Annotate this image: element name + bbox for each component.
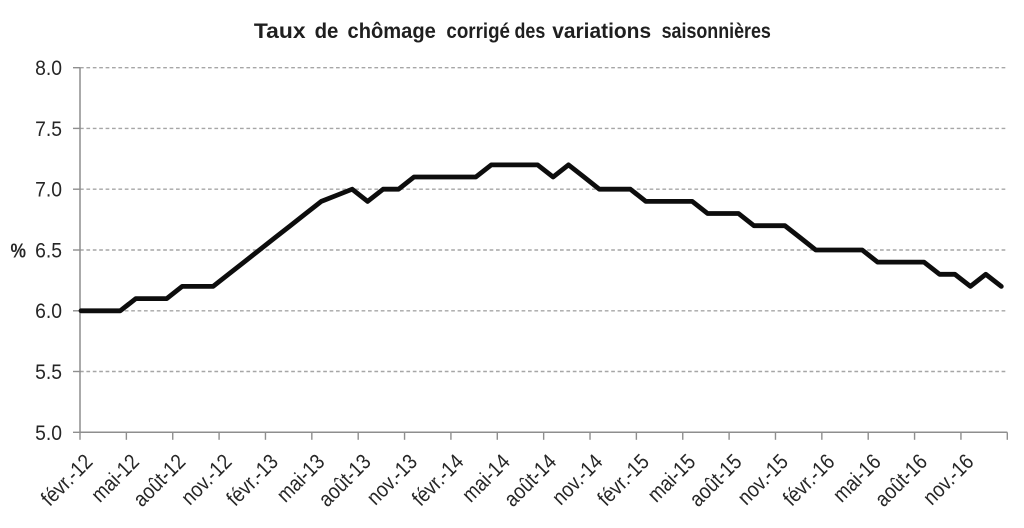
svg-text:6.5: 6.5 (35, 239, 62, 263)
svg-text:8.0: 8.0 (35, 56, 62, 80)
svg-text:5.5: 5.5 (35, 360, 62, 384)
svg-text:des: des (515, 20, 546, 44)
svg-text:chômage: chômage (348, 20, 436, 44)
svg-text:Taux: Taux (254, 19, 306, 43)
svg-text:variations: variations (552, 20, 651, 43)
svg-text:7.0: 7.0 (35, 178, 62, 202)
svg-text:de: de (315, 20, 339, 44)
svg-text:7.5: 7.5 (35, 117, 62, 141)
svg-text:%: % (11, 240, 27, 263)
svg-text:6.0: 6.0 (35, 299, 62, 323)
svg-text:saisonnières: saisonnières (662, 20, 771, 44)
svg-text:corrigé: corrigé (446, 20, 510, 43)
svg-text:5.0: 5.0 (35, 421, 62, 445)
